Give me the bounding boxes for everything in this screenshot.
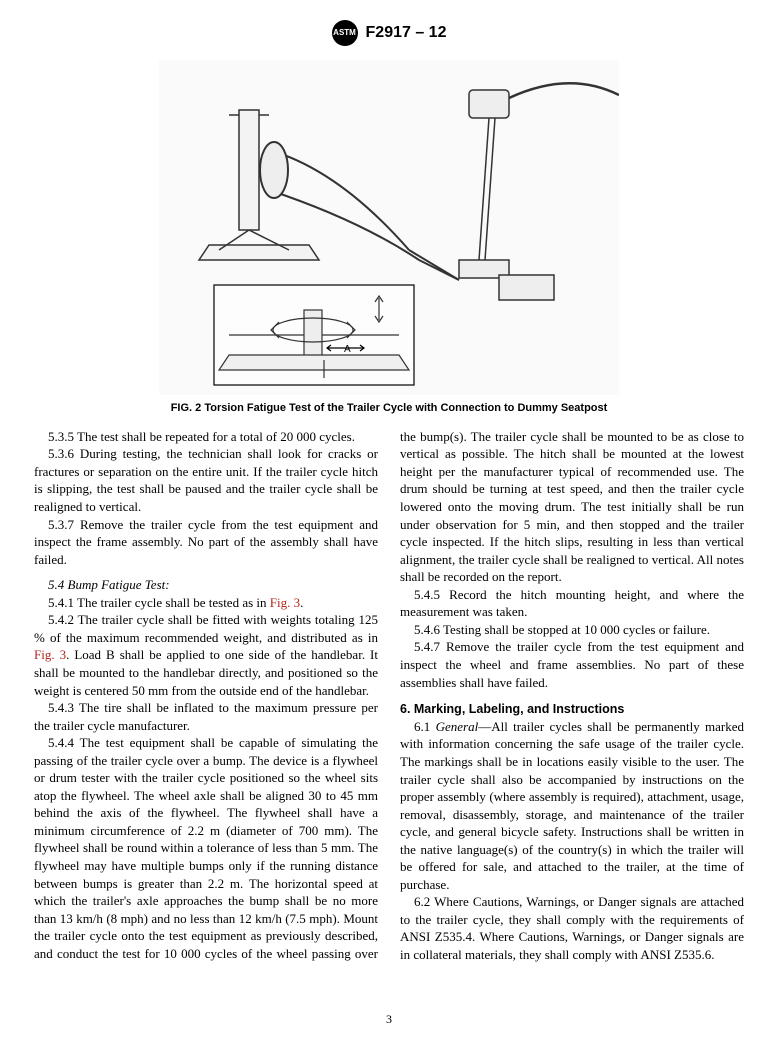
astm-logo-icon: ASTM [332, 20, 358, 46]
figure-2-illustration: A [159, 60, 619, 395]
heading-6: 6. Marking, Labeling, and Instructions [400, 701, 744, 718]
para-5.4.1: 5.4.1 The trailer cycle shall be tested … [34, 594, 378, 612]
body-columns: 5.3.5 The test shall be repeated for a t… [34, 428, 744, 964]
para-5.4.5: 5.4.5 Record the hitch mounting height, … [400, 586, 744, 621]
figure-2-caption: FIG. 2 Torsion Fatigue Test of the Trail… [34, 401, 744, 416]
heading-5.4-text: 5.4 Bump Fatigue Test: [48, 577, 170, 592]
svg-text:A: A [344, 344, 351, 355]
para-6.1: 6.1 General—All trailer cycles shall be … [400, 718, 744, 893]
para-6.2: 6.2 Where Cautions, Warnings, or Danger … [400, 893, 744, 963]
para-5.3.6: 5.3.6 During testing, the technician sha… [34, 445, 378, 515]
para-5.4.1-b: . [300, 595, 303, 610]
page-header: ASTM F2917 – 12 [34, 20, 744, 46]
para-5.4.7: 5.4.7 Remove the trailer cycle from the … [400, 638, 744, 691]
para-5.4.2: 5.4.2 The trailer cycle shall be fitted … [34, 611, 378, 699]
page-number: 3 [0, 1011, 778, 1027]
para-6.1-body: —All trailer cycles shall be permanently… [400, 719, 744, 892]
standard-designation: F2917 – 12 [366, 22, 447, 44]
para-6.1-label: General [436, 719, 479, 734]
para-5.4.6: 5.4.6 Testing shall be stopped at 10 000… [400, 621, 744, 639]
heading-5.4: 5.4 Bump Fatigue Test: [34, 576, 378, 594]
figref-fig3-a[interactable]: Fig. 3 [270, 595, 300, 610]
para-5.3.7: 5.3.7 Remove the trailer cycle from the … [34, 516, 378, 569]
figure-2: A FIG. 2 Torsion Fatigue Test of the Tra… [34, 60, 744, 416]
para-5.4.2-a: 5.4.2 The trailer cycle shall be fitted … [34, 612, 378, 645]
para-5.3.5: 5.3.5 The test shall be repeated for a t… [34, 428, 378, 446]
para-5.4.3: 5.4.3 The tire shall be inflated to the … [34, 699, 378, 734]
para-5.4.2-b: . Load B shall be applied to one side of… [34, 647, 378, 697]
figref-fig3-b[interactable]: Fig. 3 [34, 647, 66, 662]
para-5.4.1-a: 5.4.1 The trailer cycle shall be tested … [48, 595, 270, 610]
